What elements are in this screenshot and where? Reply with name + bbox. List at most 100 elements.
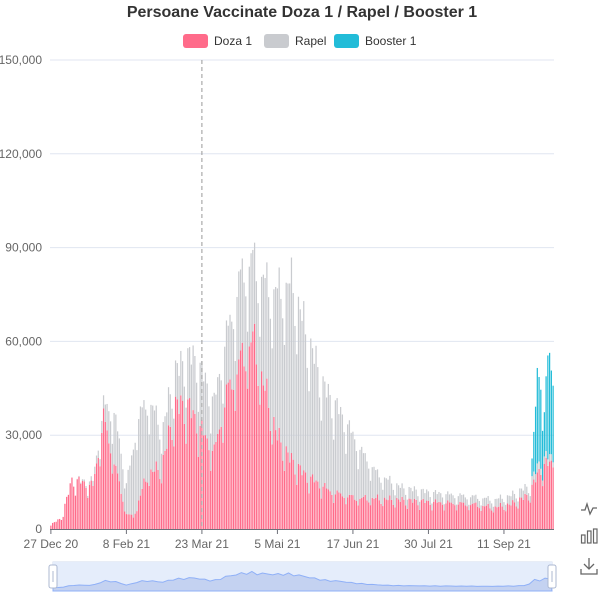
y-tick-label: 120,000 — [0, 147, 42, 161]
bar-doza-1 — [173, 446, 175, 529]
bar-rapel — [159, 439, 161, 480]
bar-doza-1 — [371, 497, 373, 529]
bar-doza-1 — [180, 395, 182, 529]
bar-chart-icon[interactable] — [580, 528, 598, 544]
bar-doza-1 — [531, 484, 533, 529]
bar-doza-1 — [485, 505, 488, 529]
line-chart-icon[interactable] — [580, 500, 598, 516]
bar-rapel — [227, 325, 229, 383]
bar-rapel — [139, 406, 142, 496]
bar-doza-1 — [329, 491, 331, 529]
bar-rapel — [340, 406, 342, 494]
bar-rapel — [378, 477, 380, 501]
bar-rapel — [440, 493, 442, 503]
bar-rapel — [533, 471, 535, 480]
bar-doza-1 — [355, 501, 358, 529]
bar-doza-1 — [452, 503, 454, 529]
bar-rapel — [338, 414, 340, 493]
bar-rapel — [243, 282, 245, 367]
bar-doza-1 — [127, 514, 129, 529]
bar-rapel — [403, 488, 405, 500]
bar-rapel — [443, 504, 445, 511]
bar-rapel — [192, 345, 194, 411]
bar-rapel — [320, 420, 322, 499]
legend-swatch — [183, 34, 208, 48]
bar-rapel — [180, 350, 182, 396]
bar-doza-1 — [338, 492, 340, 529]
bar-doza-1 — [529, 502, 531, 529]
bar-rapel — [517, 501, 519, 509]
bar-rapel — [152, 405, 154, 472]
bar-doza-1 — [487, 503, 489, 529]
bar-doza-1 — [417, 505, 419, 529]
datazoom-handle-left[interactable] — [48, 564, 58, 589]
bar-doza-1 — [484, 506, 486, 529]
bar-booster-1 — [533, 431, 535, 472]
legend-item-booster-1[interactable]: Booster 1 — [334, 34, 417, 48]
bar-rapel — [505, 504, 507, 512]
bar-rapel — [236, 296, 238, 375]
bar-rapel — [489, 500, 491, 509]
bar-doza-1 — [540, 474, 542, 529]
bar-rapel — [327, 383, 329, 490]
bar-rapel — [124, 488, 126, 512]
legend-label: Rapel — [295, 34, 326, 48]
bar-rapel — [185, 407, 187, 444]
bar-rapel — [354, 439, 356, 500]
bar-rapel — [498, 498, 500, 507]
bar-doza-1 — [341, 496, 344, 529]
bar-doza-1 — [111, 473, 113, 529]
bar-doza-1 — [296, 484, 298, 529]
bar-rapel — [352, 431, 354, 496]
bar-doza-1 — [541, 486, 544, 529]
bar-doza-1 — [261, 371, 263, 529]
bar-rapel — [438, 491, 440, 502]
bar-doza-1 — [206, 438, 208, 529]
bar-rapel — [208, 406, 210, 451]
bar-rapel — [125, 483, 128, 515]
datazoom-handle-right[interactable] — [547, 564, 557, 589]
legend-item-doza-1[interactable]: Doza 1 — [183, 34, 252, 48]
bar-doza-1 — [164, 450, 166, 529]
bar-rapel — [357, 469, 359, 506]
bar-rapel — [162, 422, 164, 455]
bar-rapel — [157, 424, 159, 470]
bar-doza-1 — [334, 494, 336, 529]
bar-rapel — [257, 303, 259, 386]
bar-rapel — [106, 403, 108, 431]
bar-rapel — [547, 459, 549, 466]
bar-rapel — [239, 269, 242, 351]
bar-rapel — [238, 271, 240, 360]
toolbox — [580, 500, 598, 575]
bar-doza-1 — [533, 479, 535, 529]
bar-rapel — [455, 504, 458, 511]
bar-rapel — [462, 494, 465, 503]
bar-rapel — [334, 400, 336, 495]
bar-rapel — [306, 367, 308, 483]
bar-doza-1 — [132, 517, 135, 529]
bar-doza-1 — [134, 513, 136, 529]
bar-booster-1 — [549, 352, 551, 455]
bar-rapel — [477, 498, 479, 507]
bar-rapel — [406, 499, 408, 509]
bar-rapel — [169, 394, 171, 427]
bar-doza-1 — [189, 398, 191, 529]
bar-doza-1 — [306, 482, 308, 529]
legend-item-rapel[interactable]: Rapel — [264, 34, 326, 48]
bar-doza-1 — [311, 474, 314, 529]
bar-doza-1 — [454, 505, 456, 529]
bar-rapel — [297, 296, 300, 464]
bar-doza-1 — [199, 425, 201, 529]
bar-rapel — [181, 361, 184, 401]
datazoom-slider[interactable] — [48, 561, 557, 592]
bar-rapel — [83, 479, 85, 482]
bar-doza-1 — [408, 498, 410, 529]
bar-doza-1 — [174, 396, 177, 529]
bar-doza-1 — [513, 502, 516, 529]
bar-doza-1 — [362, 496, 365, 529]
bar-rapel — [383, 477, 386, 498]
bar-doza-1 — [459, 501, 461, 529]
bar-doza-1 — [431, 510, 433, 529]
download-icon[interactable] — [580, 557, 598, 575]
bar-rapel — [410, 487, 412, 500]
